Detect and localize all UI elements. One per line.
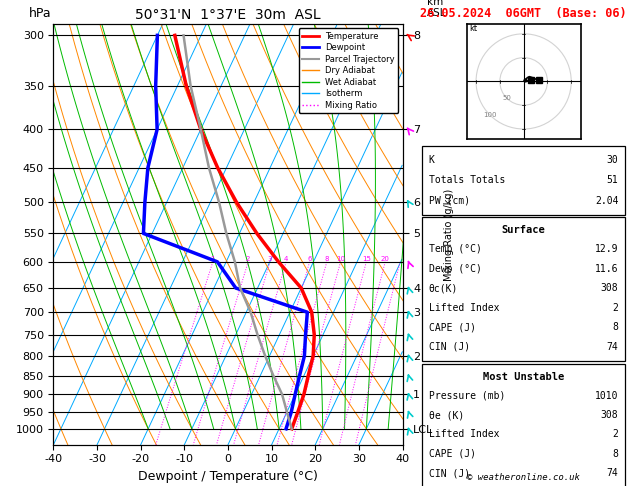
Text: PW (cm): PW (cm) — [429, 196, 470, 206]
Text: 3: 3 — [268, 256, 272, 262]
Text: CIN (J): CIN (J) — [429, 469, 470, 478]
Text: CIN (J): CIN (J) — [429, 342, 470, 351]
Text: 4: 4 — [284, 256, 288, 262]
Text: 10: 10 — [336, 256, 345, 262]
Text: CAPE (J): CAPE (J) — [429, 322, 476, 332]
Text: Lifted Index: Lifted Index — [429, 303, 499, 312]
Text: 50: 50 — [503, 95, 511, 101]
Text: 308: 308 — [601, 283, 618, 293]
Text: 74: 74 — [607, 469, 618, 478]
Text: 74: 74 — [607, 342, 618, 351]
Bar — [423, 146, 625, 215]
Text: Mixing Ratio (g/kg): Mixing Ratio (g/kg) — [445, 189, 454, 280]
Text: 1: 1 — [211, 256, 215, 262]
Text: © weatheronline.co.uk: © weatheronline.co.uk — [467, 473, 580, 482]
Text: 26.05.2024  06GMT  (Base: 06): 26.05.2024 06GMT (Base: 06) — [420, 7, 627, 20]
Text: Dewp (°C): Dewp (°C) — [429, 264, 482, 274]
Text: 20: 20 — [381, 256, 389, 262]
Text: 15: 15 — [362, 256, 370, 262]
Text: θc(K): θc(K) — [429, 283, 458, 293]
Text: CAPE (J): CAPE (J) — [429, 449, 476, 459]
Text: 2.04: 2.04 — [595, 196, 618, 206]
Text: hPa: hPa — [29, 7, 52, 20]
X-axis label: Dewpoint / Temperature (°C): Dewpoint / Temperature (°C) — [138, 470, 318, 483]
Text: θe (K): θe (K) — [429, 410, 464, 420]
Text: 6: 6 — [308, 256, 312, 262]
Legend: Temperature, Dewpoint, Parcel Trajectory, Dry Adiabat, Wet Adiabat, Isotherm, Mi: Temperature, Dewpoint, Parcel Trajectory… — [299, 29, 398, 113]
Text: 8: 8 — [325, 256, 329, 262]
Text: 308: 308 — [601, 410, 618, 420]
Bar — [423, 364, 625, 486]
Text: 2: 2 — [613, 303, 618, 312]
Text: Surface: Surface — [502, 226, 545, 235]
Text: kt: kt — [469, 24, 477, 34]
Text: 1010: 1010 — [595, 391, 618, 400]
Text: 2: 2 — [246, 256, 250, 262]
Text: 11.6: 11.6 — [595, 264, 618, 274]
Text: Temp (°C): Temp (°C) — [429, 244, 482, 254]
Text: 8: 8 — [613, 449, 618, 459]
Text: 2: 2 — [613, 430, 618, 439]
Text: 8: 8 — [613, 322, 618, 332]
Title: 50°31'N  1°37'E  30m  ASL: 50°31'N 1°37'E 30m ASL — [135, 8, 321, 22]
Text: 51: 51 — [607, 175, 618, 185]
Text: 100: 100 — [483, 112, 497, 118]
Text: Most Unstable: Most Unstable — [483, 372, 564, 382]
Text: 12.9: 12.9 — [595, 244, 618, 254]
Text: Lifted Index: Lifted Index — [429, 430, 499, 439]
Text: Pressure (mb): Pressure (mb) — [429, 391, 505, 400]
Text: km
ASL: km ASL — [427, 0, 447, 18]
Text: Totals Totals: Totals Totals — [429, 175, 505, 185]
Bar — [423, 217, 625, 361]
Text: K: K — [429, 155, 435, 165]
Text: 30: 30 — [607, 155, 618, 165]
